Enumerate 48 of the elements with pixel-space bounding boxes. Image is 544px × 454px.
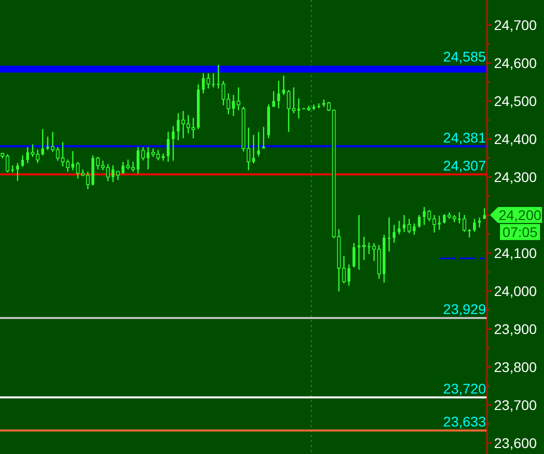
ref-line-label: 24,381 <box>443 129 486 146</box>
candlestick <box>352 242 356 268</box>
ref-line-label: 23,929 <box>443 300 486 317</box>
ref-line-label: 23,633 <box>443 413 486 430</box>
band-label: 24,585 <box>443 48 486 65</box>
candlestick <box>422 206 426 226</box>
candlestick <box>407 218 411 234</box>
candlestick <box>46 136 50 151</box>
text: 24,200 <box>498 206 542 223</box>
candlestick <box>402 214 406 233</box>
y-tick-label: 24,700 <box>494 16 538 33</box>
y-tick-label: 23,800 <box>494 358 538 375</box>
candlestick <box>272 90 276 108</box>
candlestick <box>26 146 30 164</box>
candlestick <box>176 112 180 141</box>
candlestick <box>392 224 396 244</box>
candlestick <box>71 150 74 171</box>
candlestick <box>478 217 481 228</box>
candlestick <box>257 131 260 158</box>
candlestick <box>438 215 441 230</box>
y-tick-label: 23,600 <box>494 434 538 451</box>
candlestick <box>483 208 486 220</box>
candlestick <box>317 102 320 109</box>
candlestick <box>297 98 300 120</box>
ref-line-label: 24,307 <box>443 157 486 174</box>
y-tick-label: 24,000 <box>494 282 538 299</box>
candlestick <box>277 80 280 109</box>
candlestick <box>212 72 215 88</box>
candlestick <box>282 75 286 96</box>
candlestick <box>16 162 19 182</box>
y-tick-label: 23,700 <box>494 396 538 413</box>
candlestick <box>262 126 265 150</box>
y-tick-label: 24,400 <box>494 130 538 147</box>
candlestick <box>388 216 390 252</box>
y-tick-label: 24,600 <box>494 54 538 71</box>
candlestick <box>473 218 476 232</box>
candlestick <box>206 72 210 90</box>
y-tick-label: 23,900 <box>494 320 538 337</box>
y-tick-label: 24,100 <box>494 244 538 261</box>
y-tick-label: 24,500 <box>494 92 538 109</box>
candlestick <box>21 154 24 168</box>
candlestick <box>398 220 401 236</box>
y-tick-label: 24,300 <box>494 168 538 185</box>
candlestick <box>322 98 326 108</box>
candlestick <box>348 264 350 286</box>
candlestick <box>418 214 421 228</box>
text: 07:05 <box>502 224 538 240</box>
ref-line-label: 23,720 <box>443 380 486 396</box>
